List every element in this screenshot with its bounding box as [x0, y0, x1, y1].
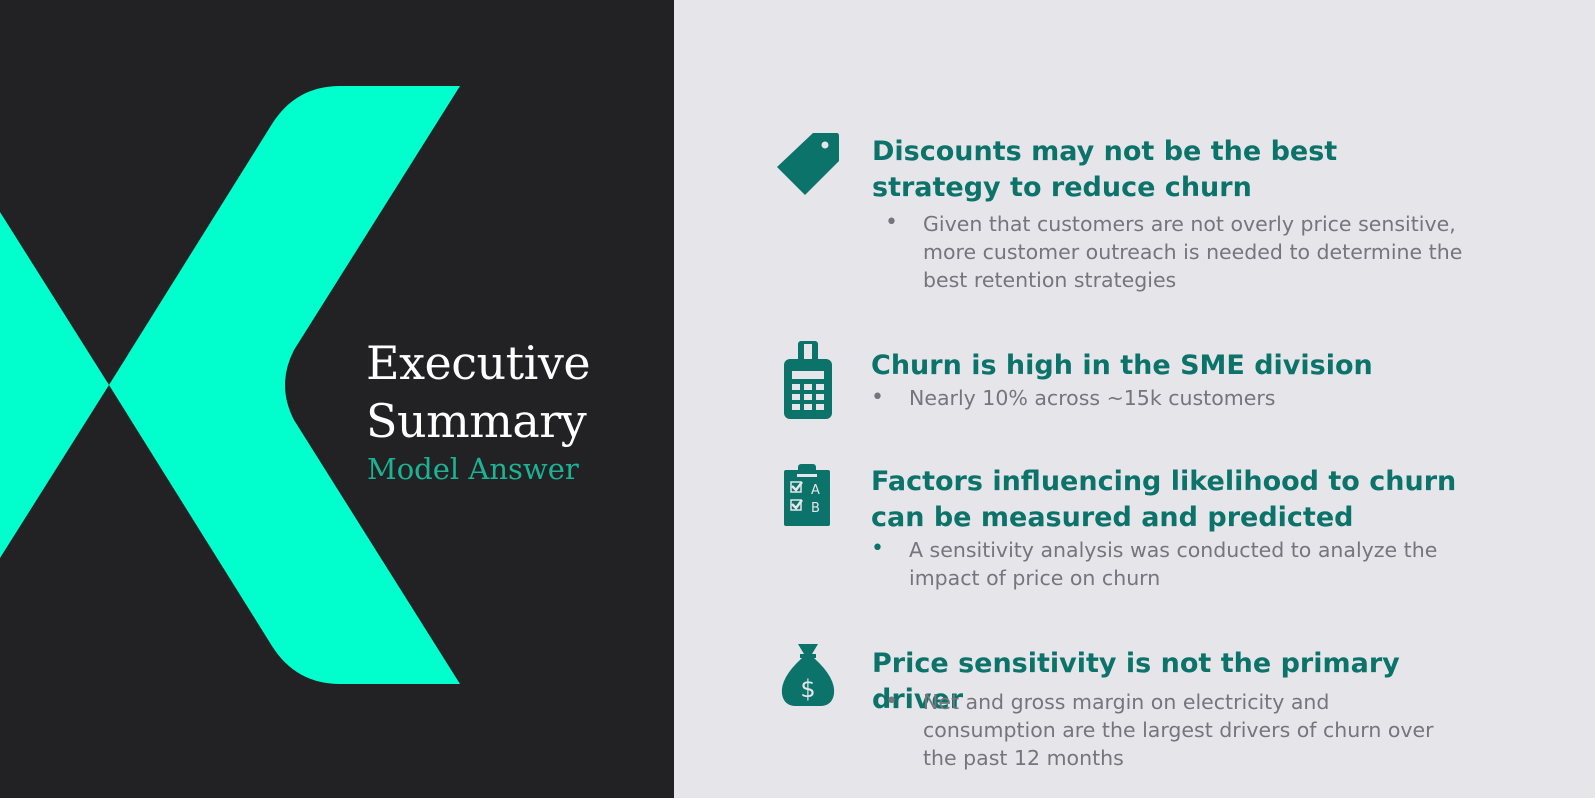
title-panel: Executive Summary Model Answer: [0, 0, 674, 798]
section-heading: Discounts may not be the best strategy t…: [872, 136, 1338, 203]
section-bullet-text: Given that customers are not overly pric…: [923, 212, 1463, 292]
bullet-marker: •: [885, 689, 898, 714]
bullet-marker: •: [871, 385, 884, 410]
section-heading: Factors influencing likelihood to churn …: [871, 466, 1457, 533]
section-heading: Churn is high in the SME division: [871, 350, 1373, 381]
price-tag-icon: [777, 133, 839, 195]
page-subtitle: Model Answer: [367, 452, 579, 486]
checklist-clipboard-icon: A B: [784, 464, 830, 526]
money-bag-icon: $: [781, 644, 835, 706]
bullet-marker: •: [885, 210, 898, 235]
page-title-line-1: Executive: [366, 336, 591, 390]
svg-text:B: B: [811, 501, 820, 516]
calculator-icon: [784, 341, 832, 419]
section-heading: Price sensitivity is not the primary dri…: [872, 648, 1400, 715]
bullet-marker: •: [871, 536, 884, 561]
section-bullet-text: Net and gross margin on electricity and …: [923, 690, 1434, 770]
svg-text:$: $: [800, 675, 815, 703]
section-bullet-text: Nearly 10% across ~15k customers: [909, 386, 1276, 410]
svg-text:A: A: [811, 483, 820, 498]
page-title-line-2: Summary: [366, 394, 587, 448]
section-bullet-text: A sensitivity analysis was conducted to …: [909, 538, 1438, 590]
x-logo-graphic: [0, 86, 460, 684]
